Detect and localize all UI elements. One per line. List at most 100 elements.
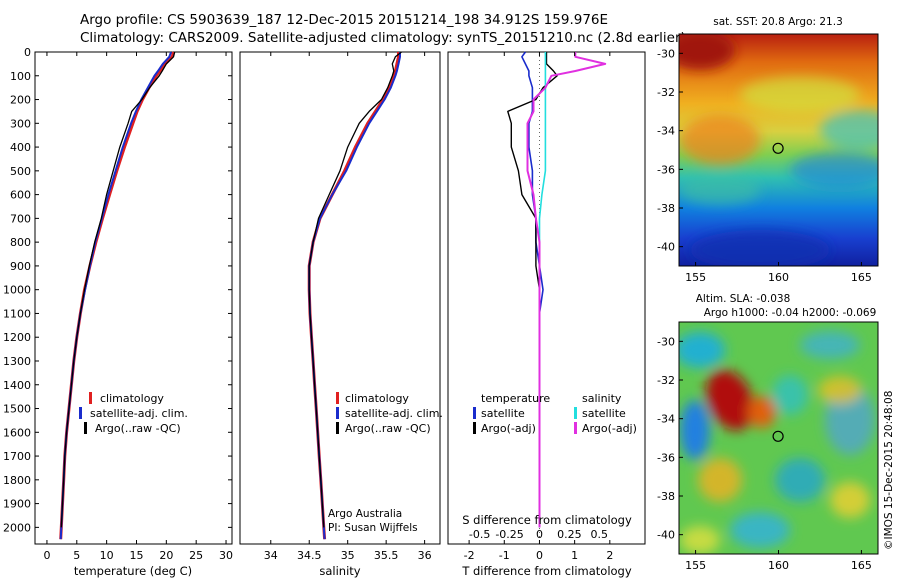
temperature-xtick-label: 5 — [73, 549, 80, 562]
diff-legend-s-satellite-swatch — [574, 407, 577, 419]
sdiff-xtick-label: 0.5 — [591, 528, 609, 541]
depth-tick-label: 600 — [10, 189, 31, 202]
sdiff-xtick-label: -0.5 — [469, 528, 490, 541]
salinity-series-argo-raw-qc- — [308, 51, 402, 528]
diff-legend-s-satellite-label: satellite — [582, 407, 626, 420]
depth-tick-label: 2000 — [3, 521, 31, 534]
legend-satellite-label: satellite-adj. clim. — [90, 407, 188, 420]
sst-argo-location-marker — [772, 142, 784, 154]
legend-satellite-swatch — [79, 407, 82, 419]
temperature-axes-frame — [34, 51, 233, 545]
temperature-xtick-label: 10 — [100, 549, 114, 562]
sdiff-xtick-label: -0.25 — [495, 528, 523, 541]
sla-map-lat-tick-label: -36 — [657, 451, 675, 464]
salinity-axes-frame — [239, 51, 441, 545]
temperature-xlabel: temperature (deg C) — [74, 564, 192, 578]
temperature-xtick-label: 20 — [159, 549, 173, 562]
diff-legend-t-satellite-label: satellite — [481, 407, 525, 420]
difference-axes-frame — [447, 51, 646, 545]
diff-legend-s-argo-label: Argo(-adj) — [582, 422, 637, 435]
sst-map-lon-tick-label: 165 — [851, 271, 872, 284]
difference-panel: -2 -1 0 1 2 -0.5 -0.25 0 0.25 0.5 T difference f… — [447, 51, 646, 578]
depth-tick-label: 200 — [10, 94, 31, 107]
imos-timestamp: ©IMOS 15-Dec-2015 20:48:08 — [883, 391, 895, 550]
sst-map-title: sat. SST: 20.8 Argo: 21.3 — [713, 16, 843, 28]
sla-map-title: Altim. SLA: -0.038 — [696, 293, 791, 305]
salinity-xtick-label: 34 — [264, 549, 278, 562]
depth-tick-label: 300 — [10, 117, 31, 130]
sla-map-lon-tick-label: 155 — [685, 559, 706, 572]
sst-map-lat-tick-label: -32 — [657, 86, 675, 99]
legend-climatology-swatch — [89, 392, 92, 404]
tdiff-xtick-label: -1 — [499, 549, 510, 562]
temperature-xtick-label: 0 — [43, 549, 50, 562]
depth-tick-label: 1900 — [3, 498, 31, 511]
sla-heatmap — [679, 322, 878, 554]
salinity-panel: 34 34.5 35 35.5 36 salinity climatology sate… — [239, 51, 443, 578]
temperature-panel: 0 5 10 15 20 25 30 temperature (deg C) climato… — [34, 51, 233, 578]
depth-tick-label: 1600 — [3, 426, 31, 439]
pi-label: PI: Susan Wijffels — [328, 522, 418, 534]
sst-map-lat-tick-label: -36 — [657, 163, 675, 176]
header-line-1: Argo profile: CS 5903639_187 12-Dec-2015… — [80, 12, 608, 28]
sla-map-lon-tick-label: 165 — [851, 559, 872, 572]
sla-map-lat-tick-label: -38 — [657, 490, 675, 503]
diff-legend-t-argo-label: Argo(-adj) — [481, 422, 536, 435]
depth-tick-label: 1300 — [3, 355, 31, 368]
diff-legend-temperature-title: temperature — [481, 392, 550, 405]
depth-tick-label: 1400 — [3, 379, 31, 392]
s-diff-xlabel: S difference from climatology — [462, 513, 632, 527]
sst-map-lat-tick-label: -34 — [657, 125, 675, 138]
tdiff-xtick-label: 1 — [571, 549, 578, 562]
difference-legend: temperature satellite Argo(-adj) salinit… — [473, 392, 637, 435]
temperature-xtick-label: 30 — [219, 549, 233, 562]
depth-tick-label: 1000 — [3, 284, 31, 297]
sst-map-lat-tick-label: -40 — [657, 241, 675, 254]
sal-legend-satellite-label: satellite-adj. clim. — [345, 407, 443, 420]
depth-tick-label: 500 — [10, 165, 31, 178]
t-diff-xlabel: T difference from climatology — [461, 564, 632, 578]
sst-map-lon-tick-label: 160 — [768, 271, 789, 284]
sal-legend-satellite-swatch — [336, 407, 339, 419]
diff-legend-t-satellite-swatch — [473, 407, 476, 419]
sdiff-xtick-label: 0.25 — [557, 528, 582, 541]
temperature-legend: climatology satellite-adj. clim. Argo(..… — [79, 392, 188, 435]
sst-map-lat-tick-label: -30 — [657, 47, 675, 60]
salinity-xtick-label: 35.5 — [374, 549, 399, 562]
depth-tick-label: 700 — [10, 212, 31, 225]
institution-label: Argo Australia — [328, 508, 402, 520]
depth-tick-label: 1500 — [3, 403, 31, 416]
sla-map-lat-tick-label: -40 — [657, 529, 675, 542]
sdiff-xtick-label: 0 — [536, 528, 543, 541]
salinity-xtick-label: 36 — [418, 549, 432, 562]
legend-climatology-label: climatology — [100, 392, 164, 405]
salinity-legend: climatology satellite-adj. clim. Argo(..… — [336, 392, 443, 435]
diff-series-salinity-argo-adj- — [526, 52, 607, 528]
depth-tick-label: 100 — [10, 70, 31, 83]
sst-map-panel: sat. SST: 20.8 Argo: 21.3 155 160 165 -30 -3… — [657, 16, 879, 284]
sla-map-lon-tick-label: 160 — [768, 559, 789, 572]
temperature-xtick-label: 15 — [129, 549, 143, 562]
sal-legend-argo-swatch — [336, 422, 339, 434]
sst-heatmap — [679, 34, 878, 266]
sla-map-panel: Altim. SLA: -0.038 Argo h1000: -0.04 h20… — [657, 293, 879, 572]
sla-argo-location-marker — [772, 430, 784, 442]
depth-tick-label: 1200 — [3, 331, 31, 344]
tdiff-xtick-label: 2 — [606, 549, 613, 562]
sal-legend-climatology-swatch — [336, 392, 339, 404]
sal-legend-climatology-label: climatology — [345, 392, 409, 405]
diff-legend-salinity-title: salinity — [582, 392, 622, 405]
tdiff-xtick-label: 0 — [536, 549, 543, 562]
sst-map-lon-tick-label: 155 — [685, 271, 706, 284]
sla-map-lat-tick-label: -34 — [657, 413, 675, 426]
depth-tick-label: 0 — [24, 46, 31, 59]
depth-tick-label: 400 — [10, 141, 31, 154]
salinity-xtick-label: 34.5 — [297, 549, 322, 562]
legend-argo-swatch — [84, 422, 87, 434]
temperature-xtick-label: 25 — [189, 549, 203, 562]
salinity-xtick-label: 35 — [341, 549, 355, 562]
depth-tick-label: 900 — [10, 260, 31, 273]
salinity-xlabel: salinity — [319, 564, 360, 578]
depth-tick-label: 800 — [10, 236, 31, 249]
